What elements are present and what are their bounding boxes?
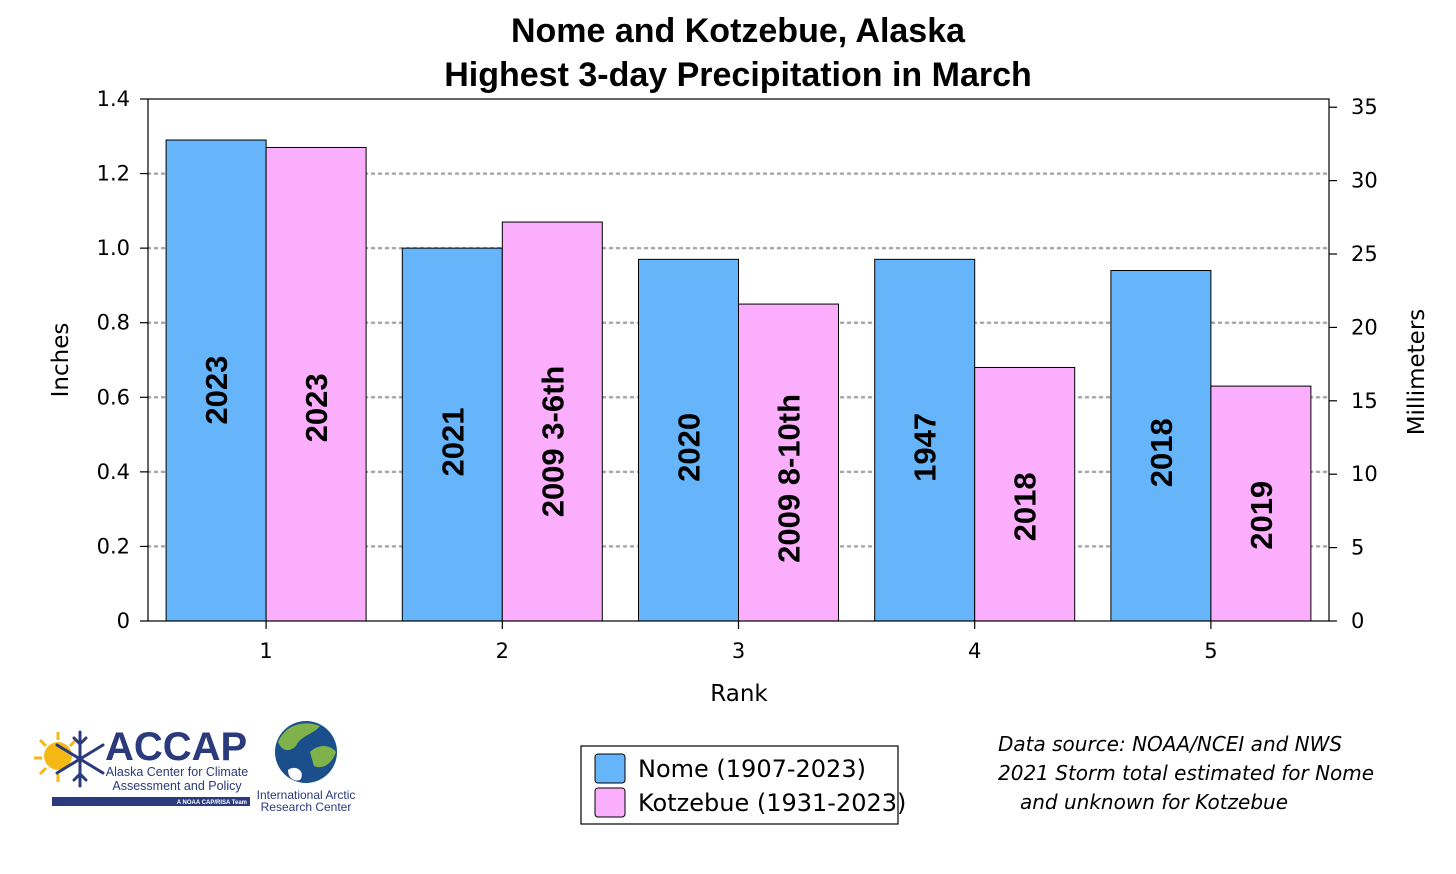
bar-nome-rank-5 <box>1110 270 1212 622</box>
right-tick-label: 0 <box>1351 609 1364 633</box>
left-tick-label: 1.4 <box>97 87 130 111</box>
right-tick-label: 5 <box>1351 536 1364 560</box>
right-tick-label: 15 <box>1351 389 1378 413</box>
bar-kotzebue-rank-4 <box>974 366 1076 622</box>
left-axis-ticks: 0 0.2 0.4 0.6 0.8 1.0 1.2 1.4 <box>97 87 148 633</box>
accap-name-line1: Alaska Center for Climate <box>106 765 248 779</box>
x-tick-label: 3 <box>732 639 745 663</box>
x-axis-label: Rank <box>710 681 768 707</box>
x-tick-label: 1 <box>259 639 272 663</box>
legend-label-nome: Nome (1907-2023) <box>638 755 866 783</box>
chart-title-line1: Nome and Kotzebue, Alaska <box>511 12 966 50</box>
legend-swatch-nome <box>594 753 626 784</box>
bar-nome-rank-1 <box>165 139 267 622</box>
accap-logo: ACCAP Alaska Center for Climate Assessme… <box>34 725 250 806</box>
right-tick-label: 25 <box>1351 242 1378 266</box>
sun-icon <box>34 732 78 782</box>
note-line1: Data source: NOAA/NCEI and NWS <box>998 732 1342 756</box>
left-tick-label: 0.6 <box>97 385 130 409</box>
accap-wordmark: ACCAP <box>105 725 247 769</box>
left-tick-label: 1.2 <box>97 162 130 186</box>
y-axis-label-left: Inches <box>48 323 74 398</box>
bar-label: 2009 8-10th <box>772 394 807 563</box>
bar-label: 2018 <box>1008 472 1043 541</box>
bar-label: 2021 <box>435 408 470 477</box>
iarc-name-line2: Research Center <box>261 800 352 814</box>
bar-kotzebue-rank-3 <box>738 303 839 622</box>
left-tick-label: 1.0 <box>97 236 130 260</box>
left-tick-label: 0.8 <box>97 311 130 335</box>
right-tick-label: 30 <box>1351 169 1378 193</box>
legend-swatch-kotzebue <box>594 787 626 818</box>
left-tick-label: 0.2 <box>97 534 130 558</box>
left-tick-label: 0 <box>117 609 130 633</box>
x-tick-label: 4 <box>968 639 981 663</box>
bar-label: 2023 <box>199 356 234 425</box>
accap-tag: A NOAA CAP/RISA Team <box>177 800 247 806</box>
iarc-name-line1: International Arctic <box>257 788 356 802</box>
iarc-logo: International Arctic Research Center <box>257 721 356 814</box>
bar-label: 2020 <box>672 413 707 482</box>
bars <box>165 139 1312 622</box>
chart-title-line2: Highest 3-day Precipitation in March <box>444 56 1032 94</box>
right-tick-label: 10 <box>1351 462 1378 486</box>
accap-tag-bar <box>52 797 250 806</box>
right-tick-label: 35 <box>1351 95 1378 119</box>
snowflake-icon <box>55 730 105 788</box>
x-tick-label: 5 <box>1204 639 1217 663</box>
bar-nome-rank-2 <box>401 247 503 622</box>
bar-label: 2023 <box>299 373 334 442</box>
bar-kotzebue-rank-5 <box>1210 385 1312 622</box>
x-axis-ticks: 1 2 3 4 5 <box>259 621 1218 663</box>
bar-label: 2019 <box>1244 481 1279 550</box>
bar-kotzebue-rank-2 <box>501 221 603 622</box>
legend-box <box>580 745 899 825</box>
globe-icon <box>275 721 337 783</box>
bar-label: 1947 <box>908 413 943 482</box>
right-axis-ticks: 0 5 10 15 20 25 30 35 <box>1329 95 1378 633</box>
bar-label: 2009 3-6th <box>535 366 570 518</box>
accap-name-line2: Assessment and Policy <box>112 779 242 793</box>
note-line3: and unknown for Kotzebue <box>1020 790 1288 814</box>
legend-label-kotzebue: Kotzebue (1931-2023) <box>638 789 906 817</box>
bar-nome-rank-3 <box>638 258 739 622</box>
bar-label: 2018 <box>1144 418 1179 487</box>
x-tick-label: 2 <box>496 639 509 663</box>
left-tick-label: 0.4 <box>97 460 130 484</box>
y-axis-label-right: Millimeters <box>1404 309 1430 436</box>
legend: Nome (1907-2023) Kotzebue (1931-2023) <box>580 745 906 825</box>
bar-labels: 2023 2023 2021 2009 3-6th 2020 2009 8-10th 194… <box>199 356 1279 563</box>
right-tick-label: 20 <box>1351 315 1378 339</box>
bar-nome-rank-4 <box>874 258 976 622</box>
note-line2: 2021 Storm total estimated for Nome <box>998 761 1374 785</box>
